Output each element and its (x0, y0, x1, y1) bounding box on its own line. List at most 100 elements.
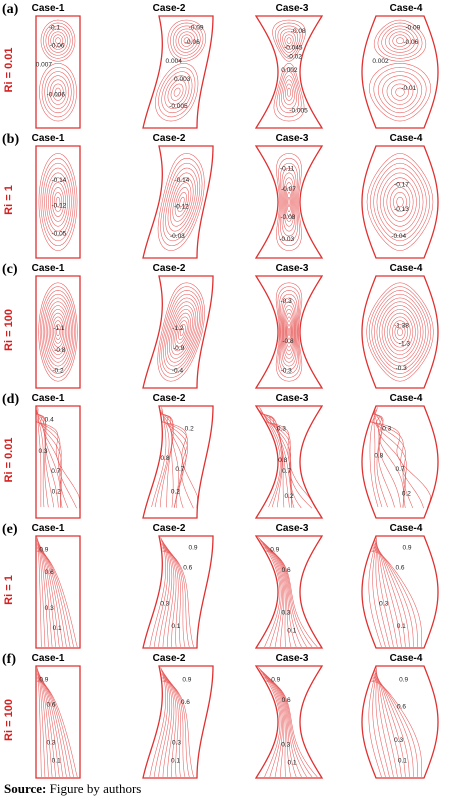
cell-d-2: 0.2 0.8 0.7 0.2 (142, 405, 214, 519)
streamline-contour (54, 324, 62, 340)
streamline-contour (160, 157, 203, 247)
contour-value-label: 0.6 (181, 699, 190, 706)
streamline-contour (284, 308, 294, 356)
streamline-contour (45, 301, 71, 363)
contour-group (36, 537, 78, 647)
ri-label: Ri = 100 (3, 699, 15, 741)
streamline-contour (173, 87, 181, 97)
streamline-contour (391, 83, 409, 101)
isotherm-contour (36, 551, 78, 647)
isotherm-contour (260, 408, 282, 508)
streamline-contour (38, 153, 78, 251)
case-header: Case-4 (390, 263, 423, 274)
isotherm-contour (265, 418, 302, 509)
isotherm-contour (269, 416, 295, 508)
streamline-contour (395, 87, 405, 97)
case-header: Case-2 (153, 133, 186, 144)
cell-f-3: 0.9 0.6 0.3 0.1 (254, 665, 324, 779)
streamline-contour (39, 63, 77, 122)
contour-value-label: -0.11 (280, 166, 295, 173)
streamline-contour (170, 308, 193, 356)
isotherm-contour (262, 544, 292, 647)
isotherm-contour (162, 546, 181, 647)
streamline-contour (56, 327, 60, 337)
contour-value-label: -1.2 (172, 325, 184, 332)
streamline-contour (272, 19, 306, 62)
contour-value-label: 0.8 (374, 453, 383, 460)
isotherm-contour (37, 418, 69, 509)
row-a: (a) Ri = 0.01 Case-1 -0.1 -0.06 0.007 -0.006 Ca… (2, 2, 439, 129)
domain-boundary (142, 145, 214, 259)
isotherm-contour (161, 675, 179, 777)
streamline-contour (167, 172, 196, 232)
streamline-contour (386, 79, 414, 105)
contour-value-label: 0.9 (402, 544, 411, 551)
contour-value-label: 0.1 (52, 757, 61, 764)
streamline-contour (284, 34, 294, 47)
contour-value-label: -0.2 (52, 367, 64, 374)
streamline-contour (392, 320, 408, 344)
streamline-contour (277, 286, 301, 378)
contour-value-label: 0.002 (372, 58, 389, 65)
contour-value-label: -0.02 (287, 54, 302, 61)
streamline-contour (179, 327, 185, 337)
isotherm-contour (266, 415, 293, 508)
case-header: Case-3 (276, 133, 309, 144)
contour-value-label: -0.005 (169, 103, 188, 110)
case-header: Case-1 (32, 133, 65, 144)
cell-e-2: 0.9 0.6 0.3 0.1 (142, 535, 214, 649)
isotherm-contour (161, 672, 175, 777)
streamline-contour (377, 22, 423, 59)
isotherm-contour (263, 545, 297, 647)
contour-group (38, 282, 78, 382)
contour-value-label: -0.3 (281, 367, 293, 374)
isotherm-contour (36, 542, 57, 647)
case-header: Case-1 (32, 263, 65, 274)
streamline-contour (281, 167, 297, 237)
streamline-contour (275, 22, 303, 59)
contour-group (272, 19, 306, 122)
case-header: Case-4 (390, 653, 423, 664)
isotherm-contour (265, 549, 313, 648)
streamline-contour (397, 327, 403, 337)
isotherm-contour (36, 679, 74, 777)
streamline-contour (50, 182, 66, 222)
streamline-contour (286, 37, 292, 44)
streamline-contour (53, 192, 63, 212)
streamline-contour (379, 172, 421, 232)
contour-value-label: 0.6 (397, 704, 406, 711)
contour-value-label: 0.8 (160, 455, 169, 462)
contour-value-label: -0.03 (279, 236, 294, 243)
streamline-contour (379, 301, 421, 363)
isotherm-contour (259, 421, 316, 509)
row-b: (b)Ri = 1Case-1-0.14-0.12-0.05Case-2-0.1… (2, 132, 439, 259)
streamline-contour (167, 19, 207, 62)
streamline-contour (172, 312, 192, 352)
streamline-contour (282, 301, 296, 363)
contour-value-label: -0.045 (284, 45, 303, 52)
streamline-contour (389, 187, 411, 217)
contour-value-label: 0.007 (36, 61, 53, 68)
contour-group (275, 282, 303, 382)
contour-group (149, 537, 194, 647)
domain-boundary (254, 275, 324, 389)
source-text: Figure by authors (49, 781, 142, 796)
cell-b-1: -0.14 -0.12 -0.05 (35, 145, 81, 259)
contour-value-label: 0.2 (171, 488, 180, 495)
source-caption: Source: Figure by authors (4, 781, 141, 797)
contour-value-label: 0.3 (281, 742, 290, 749)
contour-value-label: 0.7 (51, 468, 60, 475)
streamline-contour (283, 305, 295, 359)
streamline-contour (163, 293, 200, 371)
streamline-contour (159, 286, 204, 378)
streamline-contour (285, 187, 293, 217)
case-header: Case-4 (390, 3, 423, 14)
contour-value-label: 0.9 (188, 544, 197, 551)
streamline-contour (181, 34, 193, 47)
isotherm-contour (36, 548, 71, 647)
contour-value-label: 0.004 (166, 58, 183, 65)
contour-group (258, 537, 318, 648)
streamline-contour (45, 25, 71, 56)
contour-value-label: -0.08 (280, 214, 295, 221)
contour-value-label: 0.3 (46, 739, 55, 746)
